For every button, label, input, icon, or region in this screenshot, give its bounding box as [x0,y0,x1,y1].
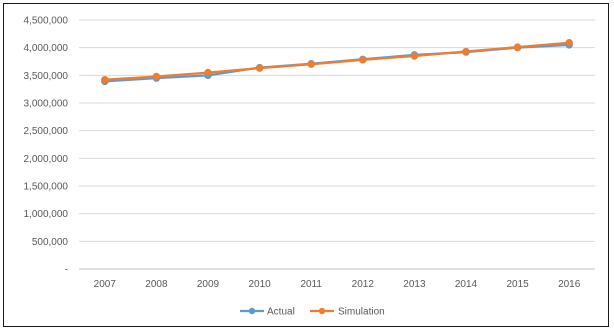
x-tick-label: 2010 [248,279,271,290]
x-tick-label: 2011 [300,279,322,290]
y-tick-label: - [65,265,68,276]
data-point [307,60,315,68]
x-tick-label: 2009 [197,279,220,290]
legend-swatch-marker [248,307,256,315]
legend: Actual Simulation [240,307,385,318]
x-tick-label: 2015 [506,279,529,290]
y-tick-label: 1,500,000 [24,182,69,193]
y-axis-ticks: - 500,000 1,000,000 1,500,000 2,000,000 2,500… [24,16,69,276]
data-point [204,68,212,77]
chart-frame [3,3,609,327]
legend-label: Simulation [338,307,385,318]
gridlines [79,19,595,270]
data-point [565,38,573,47]
x-tick-label: 2013 [403,279,426,290]
y-tick-label: 4,500,000 [24,16,69,27]
data-point [410,52,419,60]
y-tick-label: 2,000,000 [24,154,69,165]
data-point [359,56,367,64]
data-point [152,72,161,81]
x-tick-label: 2007 [94,279,117,290]
data-point [462,47,470,56]
data-point [513,43,522,51]
x-tick-label: 2008 [145,279,168,290]
y-tick-label: 500,000 [32,237,69,248]
y-tick-label: 2,500,000 [24,126,69,137]
x-axis-ticks: 2007 2008 2009 2010 2011 2012 2013 2014 2015 2016 [94,279,581,290]
legend-swatch-marker [318,307,326,315]
y-tick-label: 3,500,000 [24,71,69,82]
y-tick-label: 4,000,000 [24,43,69,54]
y-tick-label: 3,000,000 [24,99,69,110]
y-tick-label: 1,000,000 [24,209,69,220]
x-tick-label: 2012 [352,279,375,290]
x-tick-label: 2016 [558,279,581,290]
series-simulation [101,38,573,84]
series-layer [101,38,573,86]
legend-item-simulation: Simulation [310,307,385,318]
legend-item-actual: Actual [240,307,295,318]
data-point [255,64,264,72]
x-tick-label: 2014 [455,279,478,290]
series-line [104,41,570,81]
legend-label: Actual [267,307,295,318]
data-point [101,76,109,84]
